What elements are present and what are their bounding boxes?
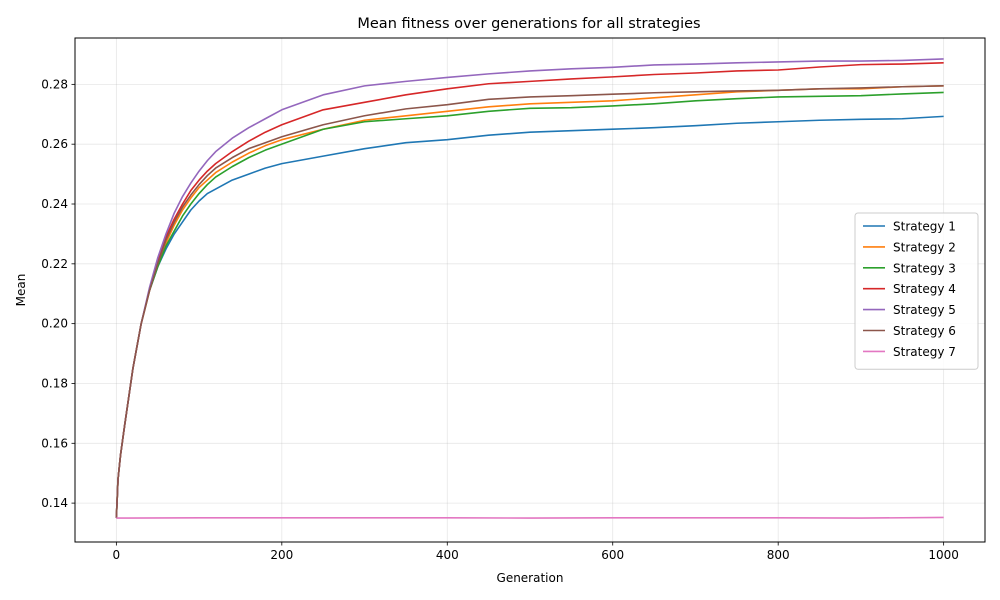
y-tick-label: 0.14: [41, 496, 68, 510]
legend-label: Strategy 6: [893, 324, 956, 338]
legend-label: Strategy 5: [893, 303, 956, 317]
y-tick-label: 0.28: [41, 77, 68, 91]
x-tick-label: 600: [601, 548, 624, 562]
legend-label: Strategy 2: [893, 240, 956, 254]
x-axis-title: Generation: [497, 571, 564, 585]
x-tick-label: 1000: [928, 548, 959, 562]
legend: Strategy 1 Strategy 2 Strategy 3 Strategy 4…: [854, 212, 979, 370]
y-tick-label: 0.24: [41, 197, 68, 211]
y-tick-label: 0.26: [41, 137, 68, 151]
chart-title: Mean fitness over generations for all st…: [357, 16, 700, 32]
y-axis: 0.14 0.16 0.18 0.20 0.22 0.24 0.26 0.28: [41, 77, 75, 510]
x-tick-label: 200: [270, 548, 293, 562]
x-tick-label: 800: [767, 548, 790, 562]
x-axis: 0 200 400 600 800 1000: [113, 542, 959, 562]
y-tick-label: 0.22: [41, 257, 68, 271]
x-tick-label: 0: [113, 548, 121, 562]
y-tick-label: 0.18: [41, 376, 68, 390]
legend-label: Strategy 4: [893, 282, 956, 296]
series-layer: [115, 58, 944, 519]
y-tick-label: 0.20: [41, 317, 68, 331]
series-line-strategy-7: [116, 516, 944, 519]
x-tick-label: 400: [436, 548, 459, 562]
legend-label: Strategy 3: [893, 261, 956, 275]
y-tick-label: 0.16: [41, 436, 68, 450]
y-axis-title: Mean: [14, 274, 28, 307]
legend-frame: [854, 212, 979, 370]
legend-label: Strategy 1: [893, 220, 956, 234]
legend-label: Strategy 7: [893, 345, 956, 359]
plot-frame: [74, 37, 986, 543]
series-line-strategy-6: [115, 85, 944, 519]
